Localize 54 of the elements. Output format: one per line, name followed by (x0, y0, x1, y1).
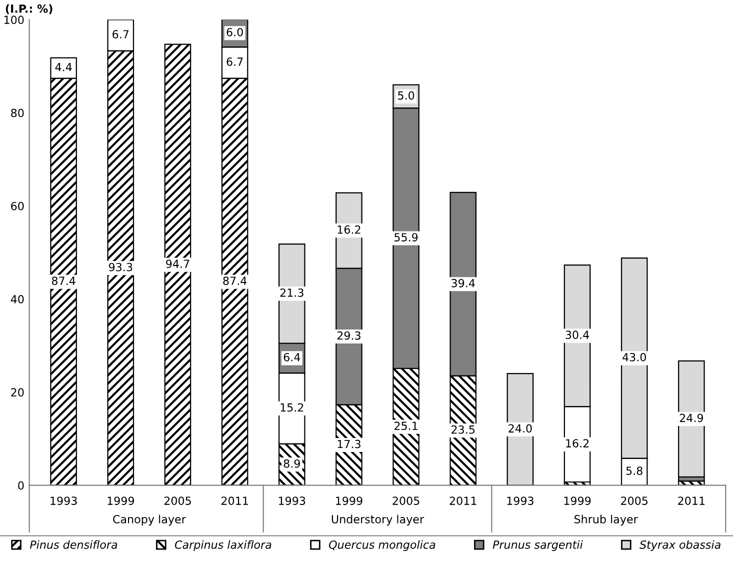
data-label: 5.8 (626, 466, 642, 475)
data-label: 6.4 (284, 352, 300, 362)
x-tick-label: 2011 (221, 496, 248, 505)
data-label: 15.2 (280, 403, 304, 412)
legend-label: Carpinus laxiflora (174, 540, 272, 551)
data-label: 55.9 (394, 233, 418, 242)
x-tick-label: 1993 (50, 496, 77, 505)
data-label: 6.0 (226, 28, 243, 36)
x-tick-label: 1993 (278, 496, 306, 505)
y-tick-label: 40 (10, 294, 24, 304)
x-tick-label: 1999 (564, 496, 591, 505)
x-tick-label: 2005 (621, 496, 648, 505)
data-label: 5.0 (398, 91, 414, 100)
data-label: 16.2 (338, 225, 360, 234)
data-label: 43.0 (622, 352, 646, 362)
data-label: 4.4 (55, 63, 72, 72)
text: Shrub layer (574, 514, 638, 526)
text: Canopy layer (113, 514, 186, 526)
y-tick-label: 60 (11, 202, 24, 210)
data-label: 24.9 (680, 414, 704, 422)
legend-label: Styrax obassia (640, 540, 720, 551)
data-label: 25.1 (394, 422, 418, 430)
legend-label: Quercus mongolica (329, 540, 436, 551)
legend-label: Pinus densiflora (30, 540, 118, 549)
x-tick-label: 2005 (164, 496, 191, 505)
data-label: 8.9 (284, 459, 300, 468)
x-tick-label: 2011 (678, 496, 705, 505)
data-label: 17.3 (338, 440, 360, 448)
data-label: 6.7 (112, 30, 129, 38)
x-tick-label: 1999 (108, 496, 134, 505)
data-label: 39.4 (452, 278, 475, 288)
y-tick-label: 20 (11, 388, 24, 397)
x-tick-label: 1993 (507, 496, 534, 505)
y-axis-title: (I.P.: %) (6, 4, 52, 14)
x-tick-label: 1999 (336, 496, 362, 505)
data-label: 16.2 (566, 439, 589, 448)
y-tick-label: 0 (18, 481, 24, 490)
data-label: 24.0 (508, 424, 532, 433)
data-label: 21.3 (280, 288, 304, 297)
y-tick-label: 100 (4, 16, 24, 24)
data-label: 6.7 (226, 58, 243, 66)
data-label: 30.4 (566, 330, 590, 340)
data-label: 23.5 (452, 425, 475, 434)
bar (164, 44, 192, 486)
data-label: 93.3 (108, 262, 132, 272)
x-tick-label: 2005 (392, 496, 420, 505)
data-label: 87.4 (223, 276, 247, 286)
legend-label: Prunus sargentii (492, 540, 583, 551)
text: Understory layer (332, 514, 424, 526)
data-label: 94.7 (166, 260, 190, 268)
x-tick-label: 2011 (450, 496, 476, 505)
y-tick-label: 80 (11, 108, 24, 118)
data-label: 87.4 (52, 276, 76, 286)
data-label: 29.3 (337, 331, 360, 340)
